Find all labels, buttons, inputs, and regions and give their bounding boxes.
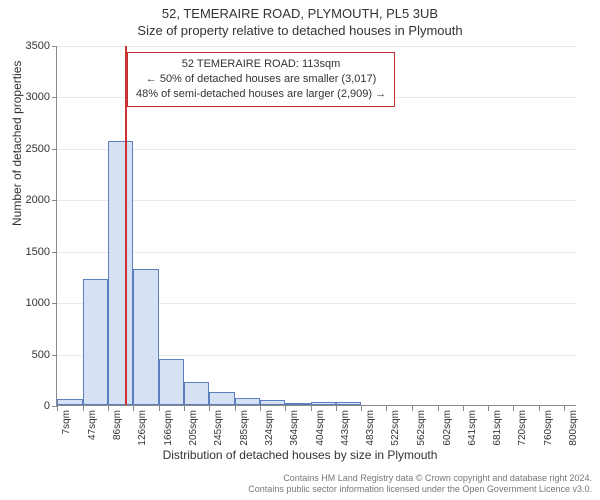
gridline xyxy=(57,200,577,201)
histogram-bar xyxy=(285,403,311,405)
ytick-label: 2000 xyxy=(10,194,50,206)
xtick-label: 483sqm xyxy=(365,410,376,446)
xtick-label: 364sqm xyxy=(289,410,300,446)
xtick-label: 443sqm xyxy=(340,410,351,446)
xtick-mark xyxy=(336,406,337,411)
annotation-line: 52 TEMERAIRE ROAD: 113sqm xyxy=(136,57,386,72)
ytick-mark xyxy=(52,252,57,253)
xtick-mark xyxy=(361,406,362,411)
histogram-bar xyxy=(133,269,159,405)
xtick-mark xyxy=(386,406,387,411)
xtick-label: 562sqm xyxy=(416,410,427,446)
xtick-label: 681sqm xyxy=(492,410,503,446)
ytick-label: 1000 xyxy=(10,297,50,309)
xtick-label: 522sqm xyxy=(390,410,401,446)
xtick-mark xyxy=(564,406,565,411)
histogram-bar xyxy=(311,402,336,405)
ytick-label: 2500 xyxy=(10,143,50,155)
xtick-mark xyxy=(184,406,185,411)
annotation-line: ← 50% of detached houses are smaller (3,… xyxy=(136,72,386,87)
ytick-label: 3000 xyxy=(10,91,50,103)
histogram-bar xyxy=(83,279,108,406)
xtick-label: 166sqm xyxy=(163,410,174,446)
xtick-mark xyxy=(108,406,109,411)
histogram-chart: 05001000150020002500300035007sqm47sqm86s… xyxy=(56,46,576,406)
xtick-mark xyxy=(463,406,464,411)
histogram-bar xyxy=(209,392,235,405)
gridline xyxy=(57,46,577,47)
xtick-label: 7sqm xyxy=(61,410,72,434)
xtick-mark xyxy=(311,406,312,411)
footer-line-1: Contains HM Land Registry data © Crown c… xyxy=(248,473,592,485)
ytick-label: 0 xyxy=(10,400,50,412)
plot-region: 05001000150020002500300035007sqm47sqm86s… xyxy=(56,46,576,406)
gridline xyxy=(57,149,577,150)
ytick-mark xyxy=(52,303,57,304)
xtick-label: 760sqm xyxy=(543,410,554,446)
ytick-label: 1500 xyxy=(10,246,50,258)
xtick-label: 47sqm xyxy=(87,410,98,440)
xtick-mark xyxy=(260,406,261,411)
xtick-mark xyxy=(57,406,58,411)
xtick-label: 245sqm xyxy=(213,410,224,446)
xtick-label: 720sqm xyxy=(517,410,528,446)
title-block: 52, TEMERAIRE ROAD, PLYMOUTH, PL5 3UB Si… xyxy=(0,0,600,38)
page-title: 52, TEMERAIRE ROAD, PLYMOUTH, PL5 3UB xyxy=(0,6,600,21)
xtick-label: 800sqm xyxy=(568,410,579,446)
annotation-line: 48% of semi-detached houses are larger (… xyxy=(136,87,386,102)
xtick-mark xyxy=(83,406,84,411)
ytick-mark xyxy=(52,97,57,98)
histogram-bar xyxy=(260,400,286,405)
histogram-bar xyxy=(336,402,362,405)
xtick-label: 86sqm xyxy=(112,410,123,440)
histogram-bar xyxy=(184,382,210,405)
xtick-mark xyxy=(513,406,514,411)
ytick-label: 3500 xyxy=(10,40,50,52)
xtick-label: 324sqm xyxy=(264,410,275,446)
footer-line-2: Contains public sector information licen… xyxy=(248,484,592,496)
histogram-bar xyxy=(235,398,260,405)
x-axis-title: Distribution of detached houses by size … xyxy=(0,448,600,462)
ytick-mark xyxy=(52,149,57,150)
annotation-box: 52 TEMERAIRE ROAD: 113sqm← 50% of detach… xyxy=(127,52,395,107)
histogram-bar xyxy=(57,399,83,405)
ytick-mark xyxy=(52,46,57,47)
xtick-mark xyxy=(133,406,134,411)
page-subtitle: Size of property relative to detached ho… xyxy=(0,23,600,38)
ytick-mark xyxy=(52,200,57,201)
xtick-label: 404sqm xyxy=(315,410,326,446)
xtick-label: 126sqm xyxy=(137,410,148,446)
attribution-footer: Contains HM Land Registry data © Crown c… xyxy=(248,473,592,496)
gridline xyxy=(57,252,577,253)
xtick-mark xyxy=(488,406,489,411)
xtick-label: 285sqm xyxy=(239,410,250,446)
xtick-mark xyxy=(412,406,413,411)
xtick-mark xyxy=(235,406,236,411)
xtick-mark xyxy=(539,406,540,411)
xtick-mark xyxy=(438,406,439,411)
xtick-label: 602sqm xyxy=(442,410,453,446)
xtick-label: 205sqm xyxy=(188,410,199,446)
ytick-label: 500 xyxy=(10,349,50,361)
xtick-mark xyxy=(209,406,210,411)
histogram-bar xyxy=(108,141,134,405)
xtick-mark xyxy=(159,406,160,411)
xtick-label: 641sqm xyxy=(467,410,478,446)
histogram-bar xyxy=(159,359,184,405)
xtick-mark xyxy=(285,406,286,411)
ytick-mark xyxy=(52,355,57,356)
